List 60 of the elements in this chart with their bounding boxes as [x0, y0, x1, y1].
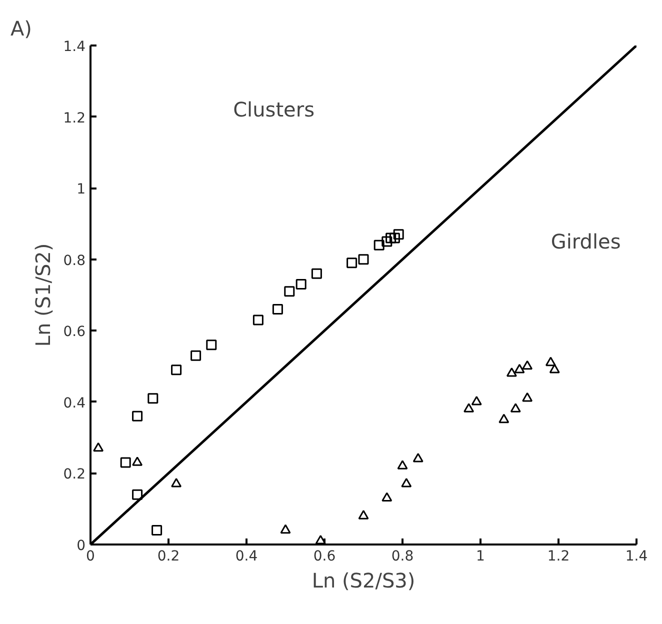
point [514, 364, 525, 374]
x-tick-label: 0.4 [235, 548, 258, 564]
point [311, 268, 322, 279]
point [280, 524, 291, 534]
point [358, 254, 369, 265]
point [252, 314, 264, 326]
point [471, 396, 482, 406]
point [401, 478, 412, 488]
point [386, 232, 396, 244]
y-tick-label: 1.2 [63, 110, 86, 126]
x-tick-label: 1.4 [625, 548, 648, 564]
point [506, 367, 517, 377]
x-tick-label: 0.6 [313, 548, 336, 564]
point [397, 460, 408, 470]
point [132, 410, 143, 422]
point [464, 403, 474, 412]
point [171, 364, 182, 376]
point [393, 229, 404, 240]
y-tick-label: 0.6 [63, 324, 86, 340]
point [549, 364, 560, 374]
point [93, 442, 104, 452]
y-tick-label: 0 [76, 538, 86, 554]
annotation: Girdles [550, 230, 621, 254]
point [522, 360, 533, 370]
point [132, 456, 143, 466]
annotation: Clusters [233, 98, 315, 122]
point [498, 414, 510, 424]
y-tick-label: 1.4 [63, 39, 86, 55]
x-tick-label: 1.2 [547, 548, 570, 564]
point [382, 492, 392, 502]
y-axis-title: Ln (S1/S2) [31, 243, 56, 347]
point [315, 534, 326, 544]
y-tick-label: 0.4 [63, 395, 86, 412]
point [389, 232, 400, 244]
point [190, 350, 202, 361]
point [545, 356, 556, 366]
point [132, 489, 143, 500]
point [152, 524, 162, 536]
point [272, 304, 283, 315]
chart-title: A) [10, 16, 32, 40]
point [412, 453, 424, 462]
y-tick-label: 0.2 [63, 466, 86, 483]
point [510, 403, 521, 412]
point [171, 478, 182, 488]
x-tick-label: 1 [476, 548, 485, 564]
point [382, 236, 392, 247]
point [120, 457, 131, 468]
point [522, 392, 533, 402]
point [206, 340, 217, 350]
y-tick-label: 0.8 [63, 252, 86, 269]
point [374, 240, 384, 250]
x-tick-label: 0.2 [157, 548, 180, 564]
point [296, 279, 306, 290]
x-axis-title: Ln (S2/S3) [312, 568, 416, 592]
point [148, 393, 158, 404]
y-tick-label: 1 [76, 182, 86, 198]
point [284, 286, 295, 297]
point [346, 258, 358, 268]
point [358, 510, 369, 520]
x-tick-label: 0.8 [391, 548, 414, 564]
